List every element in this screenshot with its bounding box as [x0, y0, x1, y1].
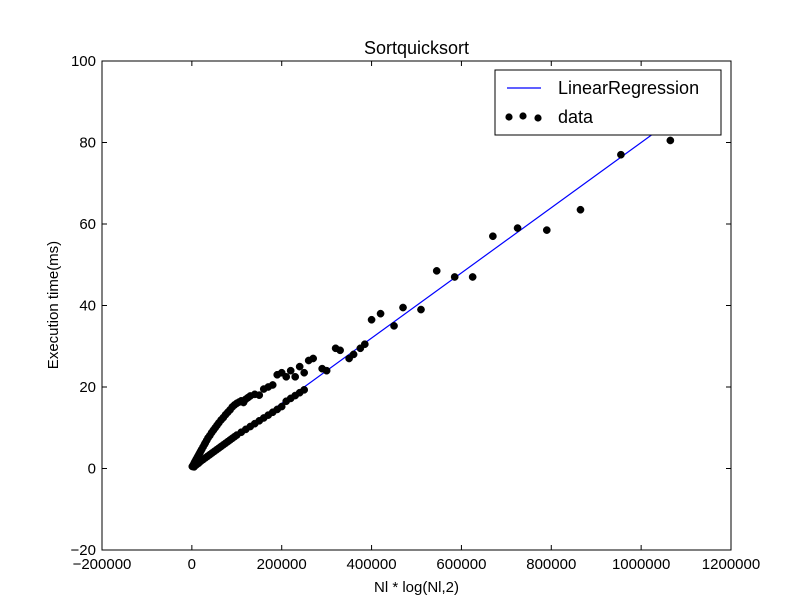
y-tick-label: −20 [71, 542, 96, 559]
data-point [309, 354, 318, 363]
plot-frame [101, 60, 732, 551]
data-point [450, 273, 459, 281]
legend-frame [494, 69, 722, 136]
data-point [268, 381, 277, 389]
x-axis-title: Nl * log(Nl,2) [374, 579, 459, 596]
tick-labels-layer: −200000 0 200000 400000 600000 800000 1000000 1… [71, 53, 761, 573]
data-point [468, 273, 477, 281]
y-tick-label: 80 [79, 135, 96, 152]
data-point [576, 205, 585, 214]
data-point [367, 315, 376, 324]
x-tick-label: 200000 [257, 556, 307, 573]
data-point [291, 372, 300, 381]
data-point [277, 402, 286, 411]
data-point [300, 368, 309, 377]
data-point [376, 309, 385, 318]
y-tick-label: 60 [79, 216, 96, 233]
data-point [513, 224, 522, 232]
data-point [432, 267, 441, 275]
x-tick-label: 1200000 [702, 556, 760, 573]
x-tick-label: −200000 [73, 556, 132, 573]
x-tick-label: 1000000 [612, 556, 670, 573]
data-point [282, 372, 291, 381]
y-tick-label: 100 [71, 53, 96, 70]
data-point [295, 362, 304, 371]
data-point [336, 346, 344, 355]
y-axis-title: Execution time(ms) [45, 241, 62, 369]
y-tick-label: 20 [79, 379, 96, 396]
data-point [349, 350, 358, 359]
data-point [255, 391, 264, 399]
data-point [360, 340, 369, 349]
y-tick-label: 0 [88, 461, 96, 478]
data-point [542, 226, 551, 234]
data-point [666, 136, 675, 145]
legend-label-linearregression: LinearRegression [558, 78, 699, 98]
legend-label-data: data [558, 107, 594, 127]
data-point [322, 366, 331, 375]
legend-dot-swatch-3 [534, 114, 542, 122]
y-tick-label: 40 [79, 298, 96, 315]
chart-title: Sortquicksort [364, 38, 469, 58]
x-tick-label: 600000 [436, 556, 486, 573]
data-points-layer [188, 136, 675, 471]
data-point [390, 322, 398, 330]
data-point [300, 386, 309, 394]
data-point [617, 150, 625, 159]
x-tick-label: 800000 [526, 556, 576, 573]
plot-area [188, 89, 714, 471]
x-tick-label: 0 [188, 556, 196, 573]
data-point [417, 305, 425, 314]
data-point [489, 232, 497, 241]
legend: LinearRegression data [494, 69, 722, 136]
data-point [399, 303, 407, 312]
data-point [286, 366, 295, 375]
legend-dot-swatch-2 [519, 112, 527, 120]
legend-dot-swatch-1 [505, 113, 513, 121]
x-tick-label: 400000 [347, 556, 397, 573]
